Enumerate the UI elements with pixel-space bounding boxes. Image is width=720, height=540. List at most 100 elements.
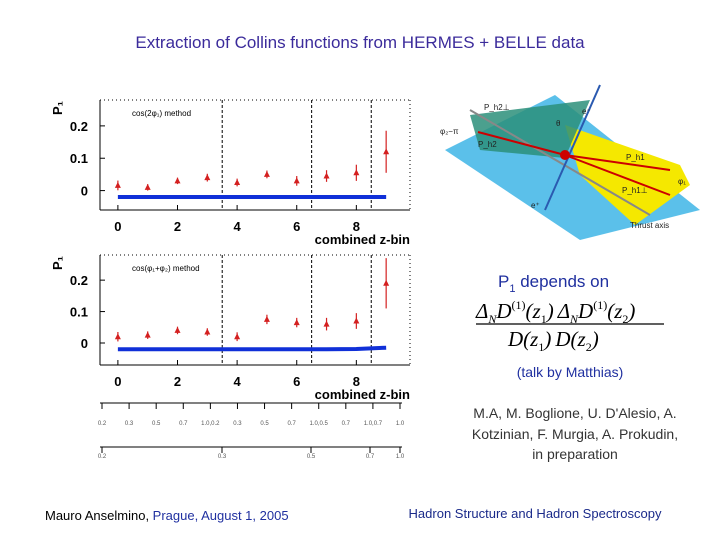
text: Δ <box>557 299 570 323</box>
scale-label: 0.5 <box>260 421 269 427</box>
scale-label: 1.0,0.2 <box>201 421 220 427</box>
z-scale: 0.2 0.3 0.5 0.7 1.0,0.2 0.3 0.5 0.7 1.0,0.5 0.7 1.… <box>98 402 405 460</box>
arrow <box>564 154 671 196</box>
diagram-label: e⁺ <box>531 201 540 210</box>
text: P <box>498 272 509 291</box>
authors: Kotzinian, F. Murgia, A. Prokudin, <box>472 426 678 442</box>
data-point <box>263 315 270 322</box>
data-point <box>144 331 151 338</box>
scale-label: 0.7 <box>179 421 188 427</box>
data-point <box>144 183 151 190</box>
y-axis-label: P₁ <box>50 101 65 115</box>
x-axis-label: combined z-bin <box>315 232 410 247</box>
arrow <box>564 154 671 171</box>
text: (z <box>571 327 586 351</box>
text: ) <box>627 299 635 323</box>
text: 1 <box>541 312 547 326</box>
diagram-label: P_h2 <box>478 140 497 149</box>
x-tick-label: 6 <box>293 219 300 234</box>
scale-label: 0.5 <box>152 421 161 427</box>
text: 1 <box>538 340 544 354</box>
data-point <box>353 169 360 176</box>
y-tick-label: 0 <box>81 184 88 199</box>
text: ) <box>591 327 599 351</box>
beam <box>544 84 601 211</box>
x-tick-label: 2 <box>174 219 181 234</box>
text: D <box>554 327 570 351</box>
scale-label: 1.0 <box>396 454 405 460</box>
depends-text: P1 depends on <box>498 272 609 295</box>
y-tick-label: 0.1 <box>70 305 88 320</box>
scale-label: 0.3 <box>218 454 227 460</box>
diagram-label: Thrust axis <box>630 221 669 230</box>
scale-label: 0.3 <box>125 421 134 427</box>
scale-label: 1.0 <box>396 421 405 427</box>
text: D <box>577 299 593 323</box>
text: (z <box>607 299 622 323</box>
place-date: Prague, August 1, 2005 <box>153 508 289 523</box>
scale-label: 1.0,0.5 <box>310 421 329 427</box>
arrow <box>477 131 566 156</box>
x-tick-label: 0 <box>114 219 121 234</box>
x-axis-label: combined z-bin <box>315 387 410 402</box>
scale-label: 0.5 <box>307 454 316 460</box>
x-tick-label: 8 <box>353 219 360 234</box>
scale-label: 1.0,0.7 <box>364 421 383 427</box>
speaker: Mauro Anselmino, <box>45 508 153 523</box>
diagram-label: θ <box>556 119 561 128</box>
y-tick-label: 0.1 <box>70 151 88 166</box>
text: D <box>507 327 523 351</box>
x-tick-label: 6 <box>293 374 300 389</box>
footer-left: Mauro Anselmino, Prague, August 1, 2005 <box>45 508 289 523</box>
data-point <box>263 170 270 177</box>
x-tick-label: 4 <box>233 374 241 389</box>
data-point <box>353 317 360 324</box>
text: depends on <box>515 272 609 291</box>
text: 2 <box>622 312 628 326</box>
talk-note: (talk by Matthias) <box>517 364 624 380</box>
text: N <box>487 312 497 326</box>
plane <box>565 125 690 225</box>
diagram-label: e⁻ <box>582 107 591 116</box>
model-curve <box>117 345 387 352</box>
scale-label: 0.7 <box>342 421 351 427</box>
x-tick-label: 2 <box>174 374 181 389</box>
data-point <box>293 177 300 184</box>
y-tick-label: 0 <box>81 336 88 351</box>
text: (1) <box>593 298 607 312</box>
data-point <box>174 177 181 184</box>
data-point <box>383 279 390 286</box>
data-point <box>204 174 211 181</box>
data-point <box>114 333 121 340</box>
data-point <box>383 148 390 155</box>
title: Extraction of Collins functions from HER… <box>135 33 585 52</box>
scale-label: 0.7 <box>287 421 296 427</box>
data-point <box>204 328 211 335</box>
text: (z <box>526 299 541 323</box>
text: Δ <box>475 299 488 323</box>
y-axis-label: P₁ <box>50 256 65 270</box>
diagram: P_h2⊥ e⁻ φ₂−π θ P_h2 P_h1 P_h1⊥ φ₁ e⁺ Th… <box>440 84 700 240</box>
text: 2 <box>586 340 592 354</box>
x-tick-label: 8 <box>353 374 360 389</box>
scale-label: 0.3 <box>233 421 242 427</box>
text: ) <box>546 299 554 323</box>
text: 1 <box>509 283 515 295</box>
method-label: cos(2φ₁) method <box>132 109 191 118</box>
data-point <box>323 320 330 327</box>
data-point <box>234 333 241 340</box>
scale-label: 0.2 <box>98 454 107 460</box>
thrust-axis <box>469 109 651 216</box>
data-point <box>293 319 300 326</box>
diagram-label: P_h1⊥ <box>622 186 648 195</box>
formula-numerator: ΔND(1)(z1) ΔND(1)(z2) <box>475 298 635 326</box>
footer-right: Hadron Structure and Hadron Spectroscopy <box>409 506 662 521</box>
y-tick-label: 0.2 <box>70 273 88 288</box>
data-point <box>323 172 330 179</box>
y-tick-label: 0.2 <box>70 119 88 134</box>
